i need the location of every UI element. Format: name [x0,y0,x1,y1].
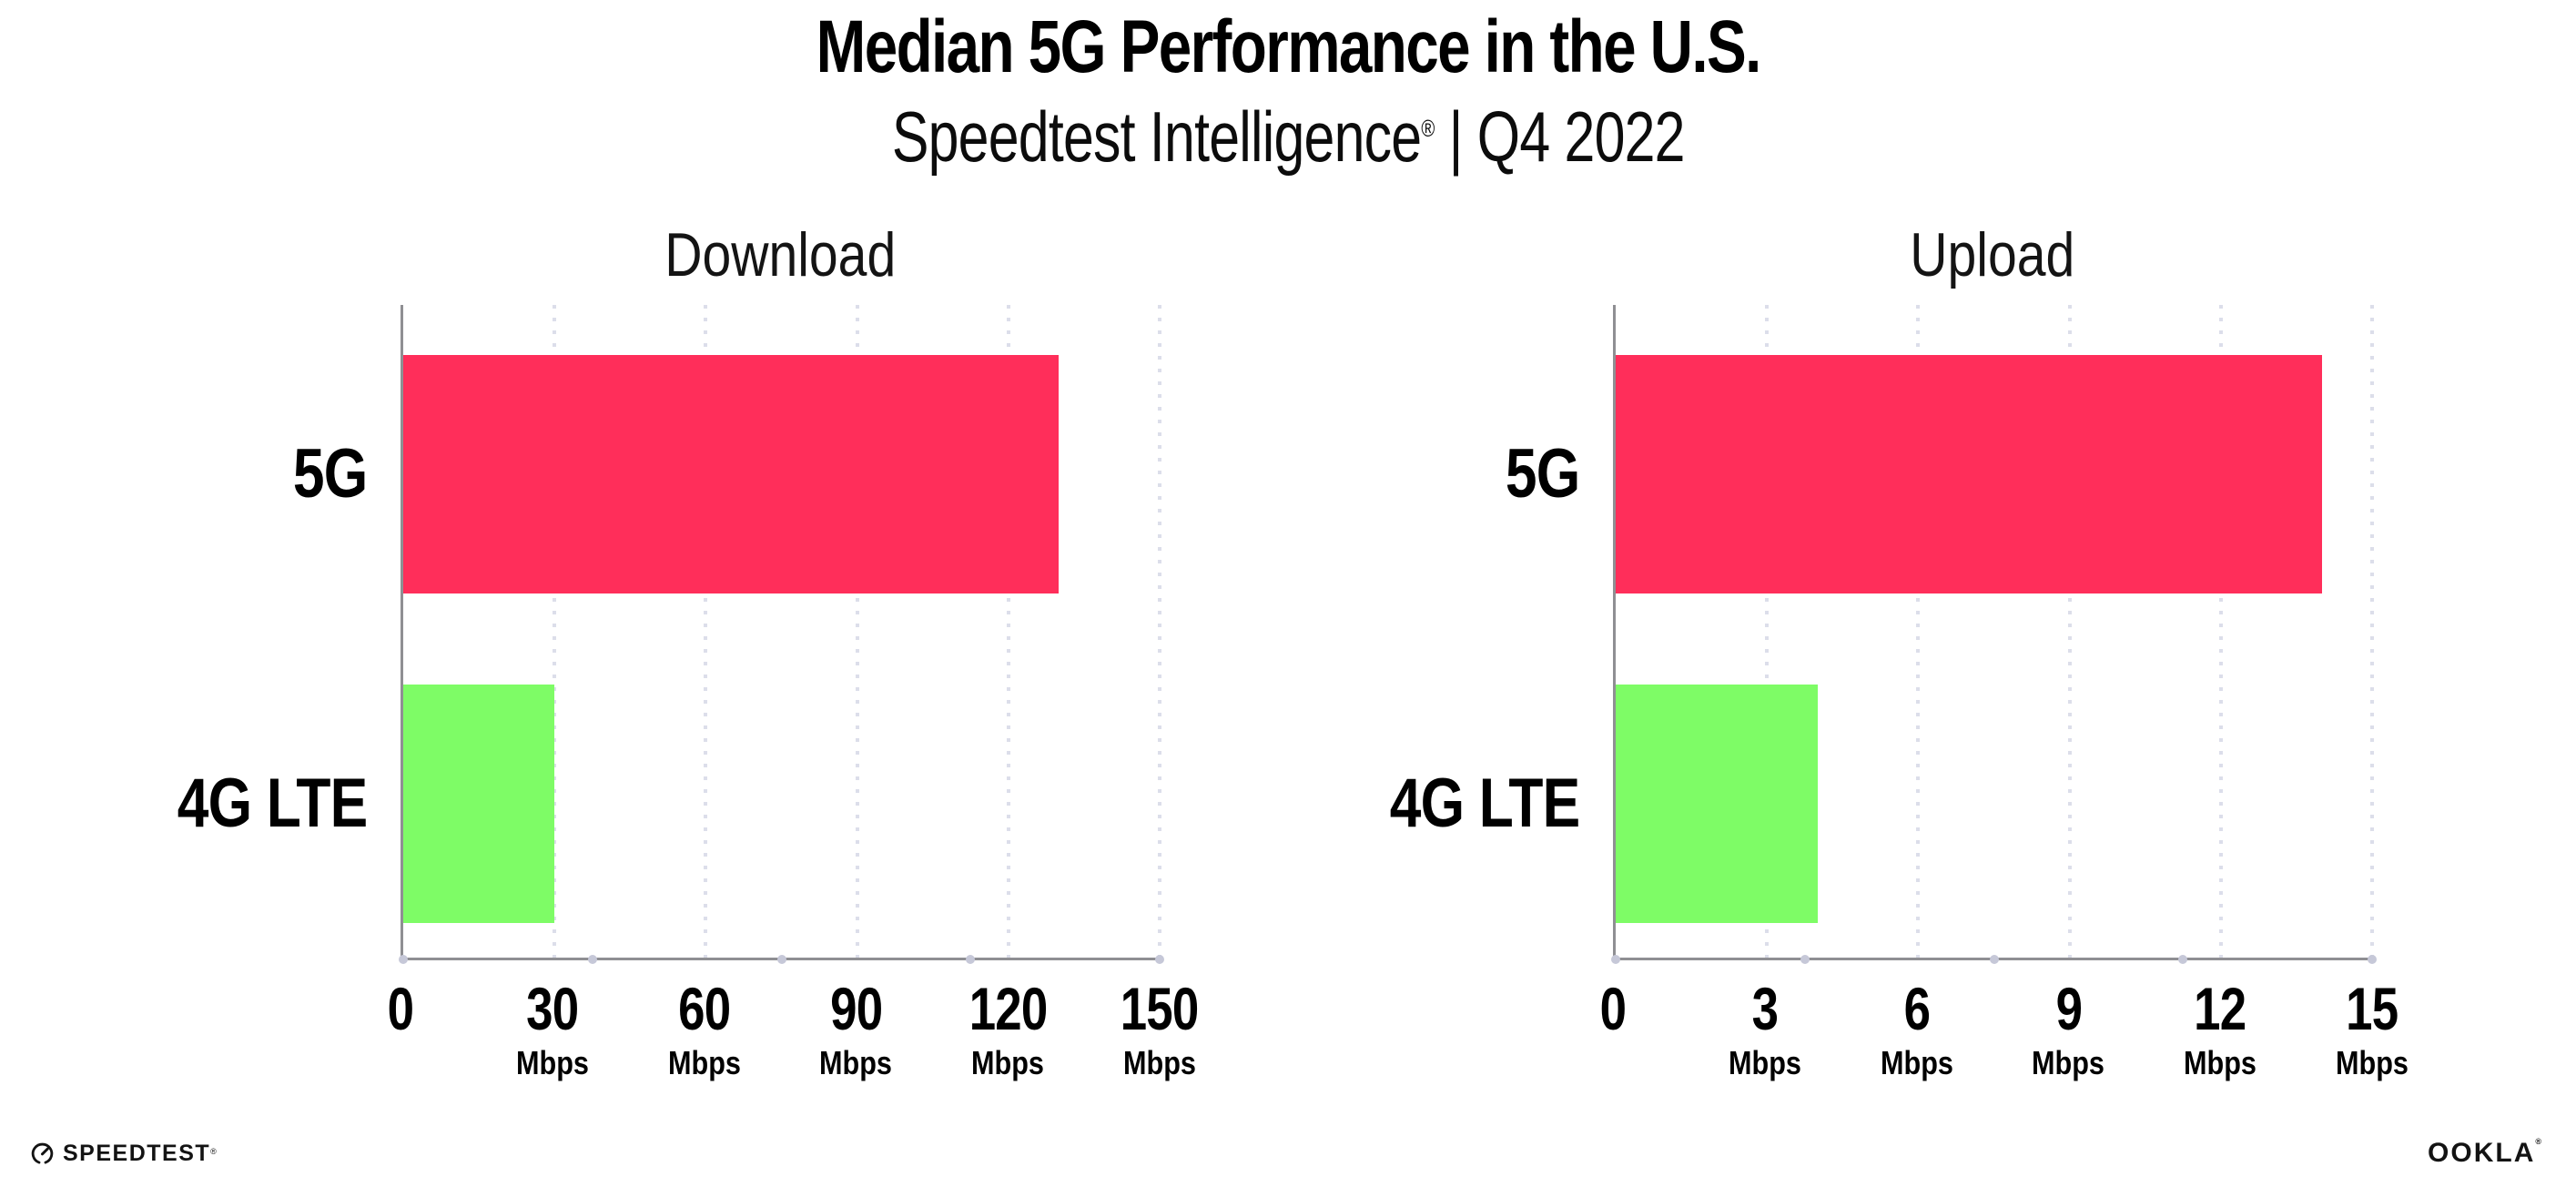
category-label-5g: 5G [292,435,367,512]
x-tick-unit: Mbps [2184,1044,2257,1081]
page-title-text: Median 5G Performance in the U.S. [816,5,1761,88]
upload-chart-title: Upload [1910,220,2075,289]
baseline-dot [776,955,786,964]
subtitle-brand: Speedtest Intelligence [891,96,1422,177]
speedtest-wordmark: SPEEDTEST [63,1140,211,1166]
gridline-120 [1006,305,1010,958]
baseline-dot [587,955,597,964]
x-tick-0: 0 [1599,975,1627,1042]
x-tick-unit: Mbps [2032,1044,2105,1081]
category-label-4g-lte: 4G LTE [177,765,367,842]
x-tick-3: 3 Mbps [1647,979,1883,1080]
bar-5g-upload [1616,355,2322,593]
x-tick-unit: Mbps [1123,1044,1196,1081]
x-tick-9: 9 Mbps [1950,979,2186,1080]
x-tick-150: 150 Mbps [1041,979,1278,1080]
x-tick-0: 0 [387,975,414,1042]
baseline-dot [966,955,976,964]
x-tick-unit: Mbps [515,1044,589,1081]
bar-5g-download [403,355,1060,593]
speedtest-registered-icon: ® [210,1146,217,1156]
x-tick-12: 12 Mbps [2102,979,2338,1080]
x-tick-unit: Mbps [1880,1044,1953,1081]
gridline-15 [2370,305,2374,958]
baseline-dot [2178,955,2188,964]
x-tick-unit: Mbps [819,1044,893,1081]
ookla-logo: OOKLA® [2428,1137,2543,1168]
baseline-dot [1155,955,1164,964]
gridline-6 [1916,305,1921,958]
x-tick-unit: Mbps [1728,1044,1801,1081]
x-tick-15: 15 Mbps [2254,979,2490,1080]
gridline-30 [553,305,557,958]
bar-4g-lte-upload [1616,685,1818,923]
baseline-dot [1800,955,1810,964]
x-tick-60: 60 Mbps [586,979,823,1080]
baseline-dot [2368,955,2377,964]
gridline-3 [1765,305,1770,958]
registered-trademark-icon: ® [1421,115,1435,142]
x-tick-unit: Mbps [2336,1044,2409,1081]
gridline-90 [855,305,859,958]
bar-4g-lte-download [403,685,555,923]
x-tick-120: 120 Mbps [889,979,1126,1080]
download-plot-area [399,305,1164,964]
x-tick-90: 90 Mbps [737,979,974,1080]
gridline-12 [2218,305,2223,958]
ookla-registered-icon: ® [2535,1137,2543,1146]
gridline-60 [704,305,708,958]
x-tick-30: 30 Mbps [434,979,671,1080]
x-tick-unit: Mbps [667,1044,741,1081]
x-tick-unit: Mbps [971,1044,1045,1081]
upload-plot-area [1611,305,2377,964]
gridline-9 [2067,305,2072,958]
speedtest-gauge-icon [31,1142,54,1164]
download-chart-title: Download [664,220,897,289]
speedtest-logo: SPEEDTEST ® [30,1137,217,1170]
baseline-dot [1989,955,1999,964]
subtitle-period: | Q4 2022 [1434,96,1685,177]
gridline-150 [1158,305,1161,958]
page-subtitle: Speedtest Intelligence® | Q4 2022 [0,101,2576,172]
category-label-5g: 5G [1505,435,1579,512]
page-title: Median 5G Performance in the U.S. [0,10,2576,85]
x-tick-6: 6 Mbps [1799,979,2035,1080]
baseline-dot [399,955,408,964]
baseline-dot [1611,955,1620,964]
category-label-4g-lte: 4G LTE [1389,765,1579,842]
ookla-wordmark: OOKLA [2428,1138,2536,1168]
